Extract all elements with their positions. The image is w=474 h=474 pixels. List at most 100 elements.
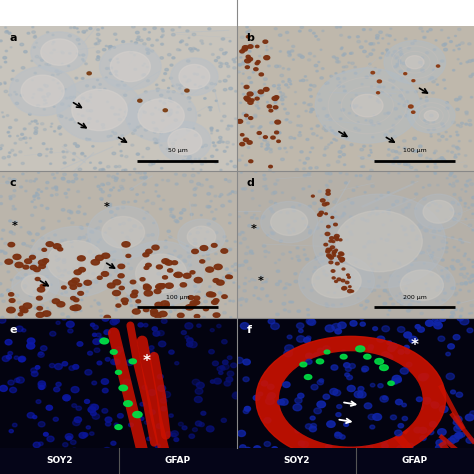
Ellipse shape	[51, 173, 54, 175]
Ellipse shape	[319, 211, 323, 214]
Ellipse shape	[110, 350, 117, 354]
Ellipse shape	[190, 301, 198, 306]
Ellipse shape	[72, 448, 77, 453]
Ellipse shape	[427, 129, 430, 130]
Ellipse shape	[118, 118, 122, 121]
Ellipse shape	[102, 127, 105, 129]
Ellipse shape	[118, 241, 204, 306]
Ellipse shape	[411, 42, 414, 45]
Ellipse shape	[305, 110, 307, 112]
Ellipse shape	[82, 179, 83, 180]
Ellipse shape	[9, 292, 14, 296]
Ellipse shape	[246, 118, 248, 119]
Ellipse shape	[445, 251, 448, 253]
Ellipse shape	[73, 298, 79, 302]
Ellipse shape	[4, 82, 6, 83]
Ellipse shape	[251, 198, 254, 200]
Ellipse shape	[234, 269, 237, 271]
Ellipse shape	[380, 365, 388, 371]
Ellipse shape	[6, 355, 11, 359]
Ellipse shape	[245, 277, 246, 279]
Ellipse shape	[320, 77, 323, 79]
Ellipse shape	[7, 290, 10, 292]
Ellipse shape	[436, 289, 439, 292]
Ellipse shape	[226, 128, 230, 130]
Ellipse shape	[457, 28, 461, 30]
Ellipse shape	[247, 122, 250, 124]
Ellipse shape	[228, 180, 231, 182]
Ellipse shape	[420, 312, 423, 315]
Ellipse shape	[100, 315, 102, 317]
Ellipse shape	[242, 61, 245, 63]
Ellipse shape	[390, 393, 396, 398]
Ellipse shape	[50, 126, 52, 127]
Ellipse shape	[97, 241, 99, 243]
Ellipse shape	[88, 407, 95, 412]
Ellipse shape	[311, 109, 314, 110]
Ellipse shape	[446, 352, 450, 356]
Ellipse shape	[384, 354, 393, 361]
Ellipse shape	[205, 295, 207, 297]
Ellipse shape	[470, 183, 474, 185]
Ellipse shape	[55, 70, 59, 72]
Ellipse shape	[385, 54, 389, 56]
Ellipse shape	[60, 115, 63, 118]
Ellipse shape	[252, 72, 255, 73]
Ellipse shape	[198, 172, 200, 173]
Ellipse shape	[113, 46, 116, 48]
Ellipse shape	[350, 233, 353, 236]
Ellipse shape	[447, 274, 449, 276]
Ellipse shape	[316, 70, 318, 72]
Ellipse shape	[465, 451, 474, 457]
Ellipse shape	[405, 278, 408, 280]
Ellipse shape	[328, 255, 331, 257]
Ellipse shape	[118, 190, 120, 191]
Ellipse shape	[453, 182, 455, 183]
Ellipse shape	[407, 47, 410, 49]
Ellipse shape	[66, 436, 72, 440]
Ellipse shape	[273, 106, 278, 109]
Ellipse shape	[357, 122, 359, 123]
Ellipse shape	[175, 183, 178, 185]
Ellipse shape	[37, 172, 39, 173]
Ellipse shape	[163, 392, 171, 398]
Ellipse shape	[327, 403, 335, 410]
Ellipse shape	[430, 449, 436, 454]
Ellipse shape	[368, 241, 371, 243]
Ellipse shape	[329, 256, 334, 259]
Ellipse shape	[213, 218, 216, 220]
Ellipse shape	[331, 365, 338, 370]
Ellipse shape	[332, 280, 335, 282]
Ellipse shape	[365, 357, 372, 362]
Ellipse shape	[225, 179, 227, 181]
Ellipse shape	[54, 387, 60, 392]
Ellipse shape	[311, 195, 314, 197]
Ellipse shape	[374, 67, 376, 69]
Ellipse shape	[117, 62, 119, 63]
Ellipse shape	[341, 279, 345, 282]
Ellipse shape	[289, 251, 291, 253]
Ellipse shape	[333, 201, 337, 203]
Ellipse shape	[368, 281, 370, 283]
Ellipse shape	[438, 133, 440, 135]
Ellipse shape	[346, 283, 348, 285]
Ellipse shape	[458, 96, 462, 98]
Ellipse shape	[47, 313, 49, 314]
Ellipse shape	[401, 209, 404, 211]
Ellipse shape	[114, 251, 116, 252]
Ellipse shape	[397, 262, 401, 264]
Ellipse shape	[146, 48, 149, 51]
Ellipse shape	[371, 271, 374, 272]
Ellipse shape	[167, 131, 170, 134]
Ellipse shape	[0, 263, 2, 265]
Ellipse shape	[67, 189, 70, 191]
Ellipse shape	[360, 148, 364, 151]
Ellipse shape	[164, 73, 166, 74]
Ellipse shape	[76, 38, 80, 41]
Ellipse shape	[159, 121, 211, 162]
Ellipse shape	[330, 221, 334, 224]
Ellipse shape	[9, 127, 12, 128]
Ellipse shape	[10, 279, 13, 281]
Ellipse shape	[289, 301, 292, 303]
Ellipse shape	[444, 292, 447, 294]
